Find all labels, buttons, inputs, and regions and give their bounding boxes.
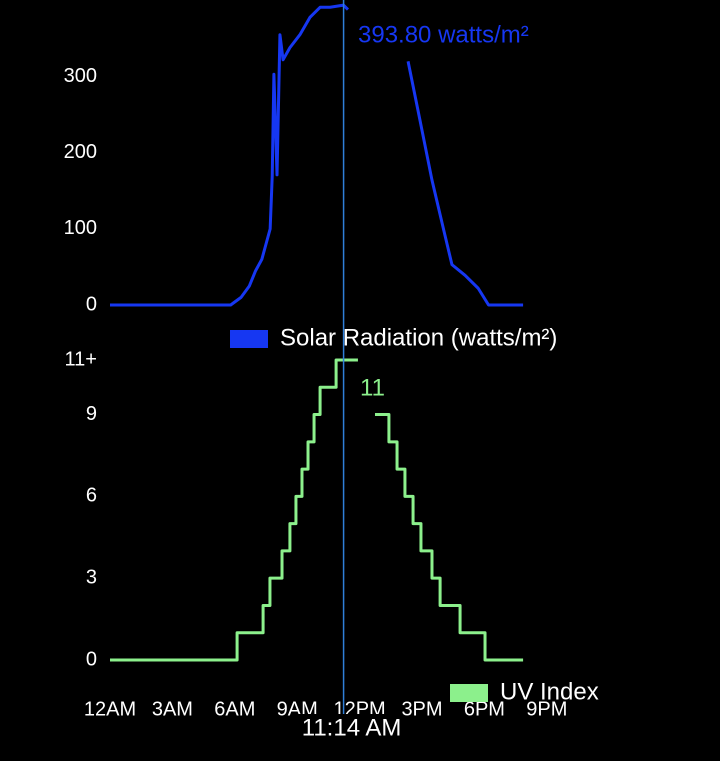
y-tick-label: 6 bbox=[86, 485, 97, 507]
y-tick-label: 0 bbox=[86, 293, 97, 315]
y-tick-label: 11+ bbox=[65, 348, 97, 370]
x-tick-label: 6AM bbox=[214, 698, 255, 720]
cursor-value: 393.80 watts/m² bbox=[358, 21, 529, 48]
x-tick-label: 6PM bbox=[464, 698, 505, 720]
y-tick-label: 0 bbox=[86, 648, 97, 670]
series-line bbox=[110, 3, 350, 307]
y-tick-label: 200 bbox=[64, 141, 97, 163]
x-tick-label: 3AM bbox=[152, 698, 193, 720]
legend-swatch bbox=[230, 330, 268, 348]
legend-label: Solar Radiation (watts/m²) bbox=[280, 324, 557, 351]
legend-label: UV Index bbox=[500, 678, 599, 705]
series-line bbox=[406, 61, 524, 307]
x-tick-label: 3PM bbox=[401, 698, 442, 720]
series-line bbox=[374, 413, 524, 662]
crosshair-label-bg bbox=[291, 714, 402, 744]
x-tick-label: 12AM bbox=[84, 698, 136, 720]
y-tick-label: 100 bbox=[64, 217, 97, 239]
y-tick-label: 3 bbox=[86, 566, 97, 588]
series-line bbox=[110, 358, 358, 662]
cursor-value: 11 bbox=[360, 374, 385, 401]
crosshair-label: 11:14 AM bbox=[302, 714, 402, 741]
legend-swatch bbox=[450, 684, 488, 702]
x-tick-label: 9PM bbox=[526, 698, 567, 720]
y-tick-label: 9 bbox=[86, 403, 97, 425]
y-tick-label: 300 bbox=[64, 65, 97, 87]
